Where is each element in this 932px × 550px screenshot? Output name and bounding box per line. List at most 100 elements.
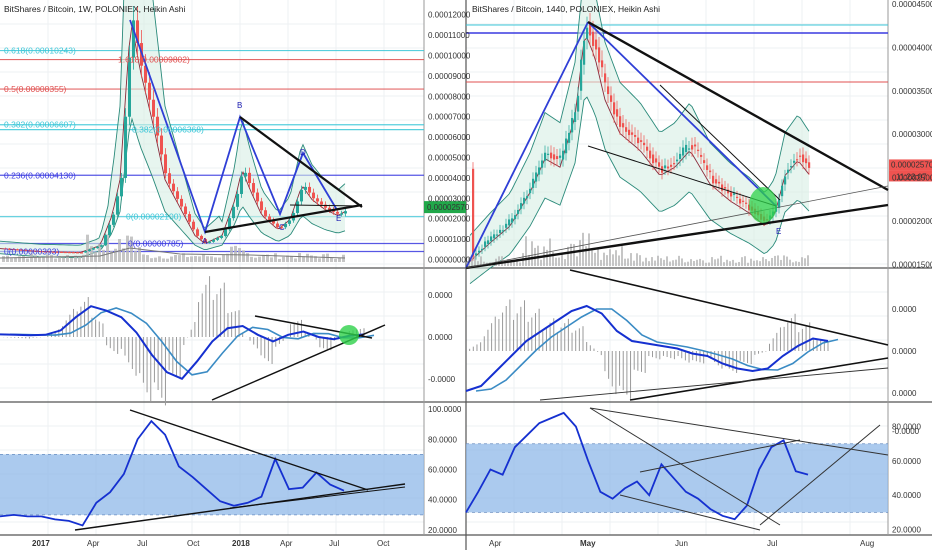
volume-bar <box>528 255 530 266</box>
volume-bar <box>254 257 257 262</box>
right-price-tick-label: 0.00001500 <box>892 260 932 269</box>
candle-body <box>679 153 682 160</box>
volume-bar <box>166 258 169 262</box>
candle-body <box>112 214 115 225</box>
candle-body <box>790 166 793 168</box>
triangle-inner-line <box>289 204 363 207</box>
left-price-panel[interactable]: 0.00002570 0.618(0.00010243) 1.618(0.0000… <box>0 0 470 262</box>
candle-body <box>598 47 601 63</box>
left-price-tick-label: 0.00000000 <box>428 256 471 265</box>
volume-bar <box>654 260 656 266</box>
candle-body <box>481 248 484 251</box>
volume-bar <box>34 255 37 262</box>
candle-body <box>688 148 691 150</box>
candle-body <box>667 166 670 169</box>
volume-bar <box>615 250 617 266</box>
rsi-line <box>0 419 345 527</box>
candle-body <box>248 172 251 184</box>
last-price-label: 0.00002570 <box>427 203 470 212</box>
candle-body <box>340 213 343 215</box>
volume-bar <box>250 256 253 262</box>
candle-body <box>649 150 652 159</box>
channel-line <box>587 145 777 207</box>
right-rsi-panel[interactable] <box>465 407 889 531</box>
left-price-tick-label: 0.00001000 <box>428 235 471 244</box>
left-fib-labels: 0.618(0.00010243) 1.618(0.00009802) 0.5(0.… <box>4 46 204 257</box>
candle-body <box>697 149 700 151</box>
candle-body <box>799 155 802 157</box>
wave-leg-up <box>465 21 589 269</box>
volume-bar <box>681 258 683 266</box>
wave-label: B <box>237 101 242 110</box>
volume-bar <box>214 257 217 262</box>
candle-body <box>631 132 634 135</box>
volume-bar <box>262 254 265 262</box>
volume-bar <box>74 255 77 262</box>
volume-bar <box>657 255 659 266</box>
volume-bar <box>290 256 293 262</box>
candle-body <box>493 234 496 239</box>
right-chart-title: BitShares / Bitcoin, 1440, POLONIEX, Hei… <box>472 4 660 14</box>
x-axis-label: May <box>580 539 596 548</box>
left-macd-panel[interactable] <box>0 276 386 406</box>
volume-bar <box>600 259 602 266</box>
fib-level-label: 0.618(0.00010243) <box>4 46 76 56</box>
volume-bar <box>603 252 605 266</box>
right-price-tick-label: 0.00002000 <box>892 217 932 226</box>
candle-body <box>706 165 709 170</box>
volume-bar <box>58 256 61 262</box>
candle-body <box>100 245 103 247</box>
volume-bar <box>302 256 305 262</box>
volume-bar <box>567 246 569 266</box>
candle-body <box>288 220 291 224</box>
rsi-tick-label: 20.0000 <box>428 526 457 535</box>
volume-bar <box>768 261 770 266</box>
fib-level-label: 0.382(0.00006368) <box>132 125 204 135</box>
candle-body <box>240 176 243 194</box>
candle-body <box>164 154 167 174</box>
volume-bar <box>54 258 57 262</box>
left-rsi-panel[interactable] <box>0 409 424 531</box>
volume-bar <box>576 256 578 266</box>
rsi-line <box>465 411 809 521</box>
fib-level-label: 0.236(0.00004130) <box>4 170 76 180</box>
x-axis-label: 2017 <box>32 539 50 548</box>
candle-body <box>48 251 51 253</box>
left-price-tick-label: 0.00002000 <box>428 215 471 224</box>
candle-body <box>610 95 613 102</box>
candle-body <box>4 248 7 250</box>
right-price-panel[interactable]: 0.00002570 11:23:07 E BitShares / Bitcoin… <box>465 0 932 284</box>
volume-bar <box>310 255 313 262</box>
volume-bar <box>190 256 193 262</box>
candle-body <box>793 160 796 163</box>
candle-body <box>496 234 499 236</box>
candle-body <box>673 163 676 165</box>
candle-body <box>796 159 799 161</box>
x-axis-label: Jul <box>767 539 777 548</box>
volume-bar <box>711 257 713 266</box>
rsi-band <box>466 443 888 513</box>
candle-body <box>619 116 622 127</box>
volume-bar <box>102 249 105 262</box>
candle-body <box>556 156 559 160</box>
candle-body <box>232 206 235 219</box>
left-price-tick-label: 0.00008000 <box>428 92 471 101</box>
candle-body <box>808 162 811 168</box>
candle-body <box>652 154 655 164</box>
macd-line <box>465 304 829 392</box>
volume-bar <box>318 258 321 262</box>
candle-body <box>640 140 643 142</box>
candle-body <box>805 158 808 164</box>
candle-body <box>712 175 715 184</box>
candle-body <box>745 202 748 204</box>
volume-bar <box>266 254 269 262</box>
volume-bar <box>786 256 788 266</box>
rsi-trend-line <box>759 424 881 526</box>
volume-bar <box>639 255 641 266</box>
volume-bar <box>726 259 728 266</box>
candle-body <box>664 165 667 169</box>
right-macd-panel[interactable] <box>465 269 889 401</box>
candle-body <box>12 248 15 251</box>
volume-bar <box>218 257 221 262</box>
x-axis-label: Oct <box>377 539 390 548</box>
